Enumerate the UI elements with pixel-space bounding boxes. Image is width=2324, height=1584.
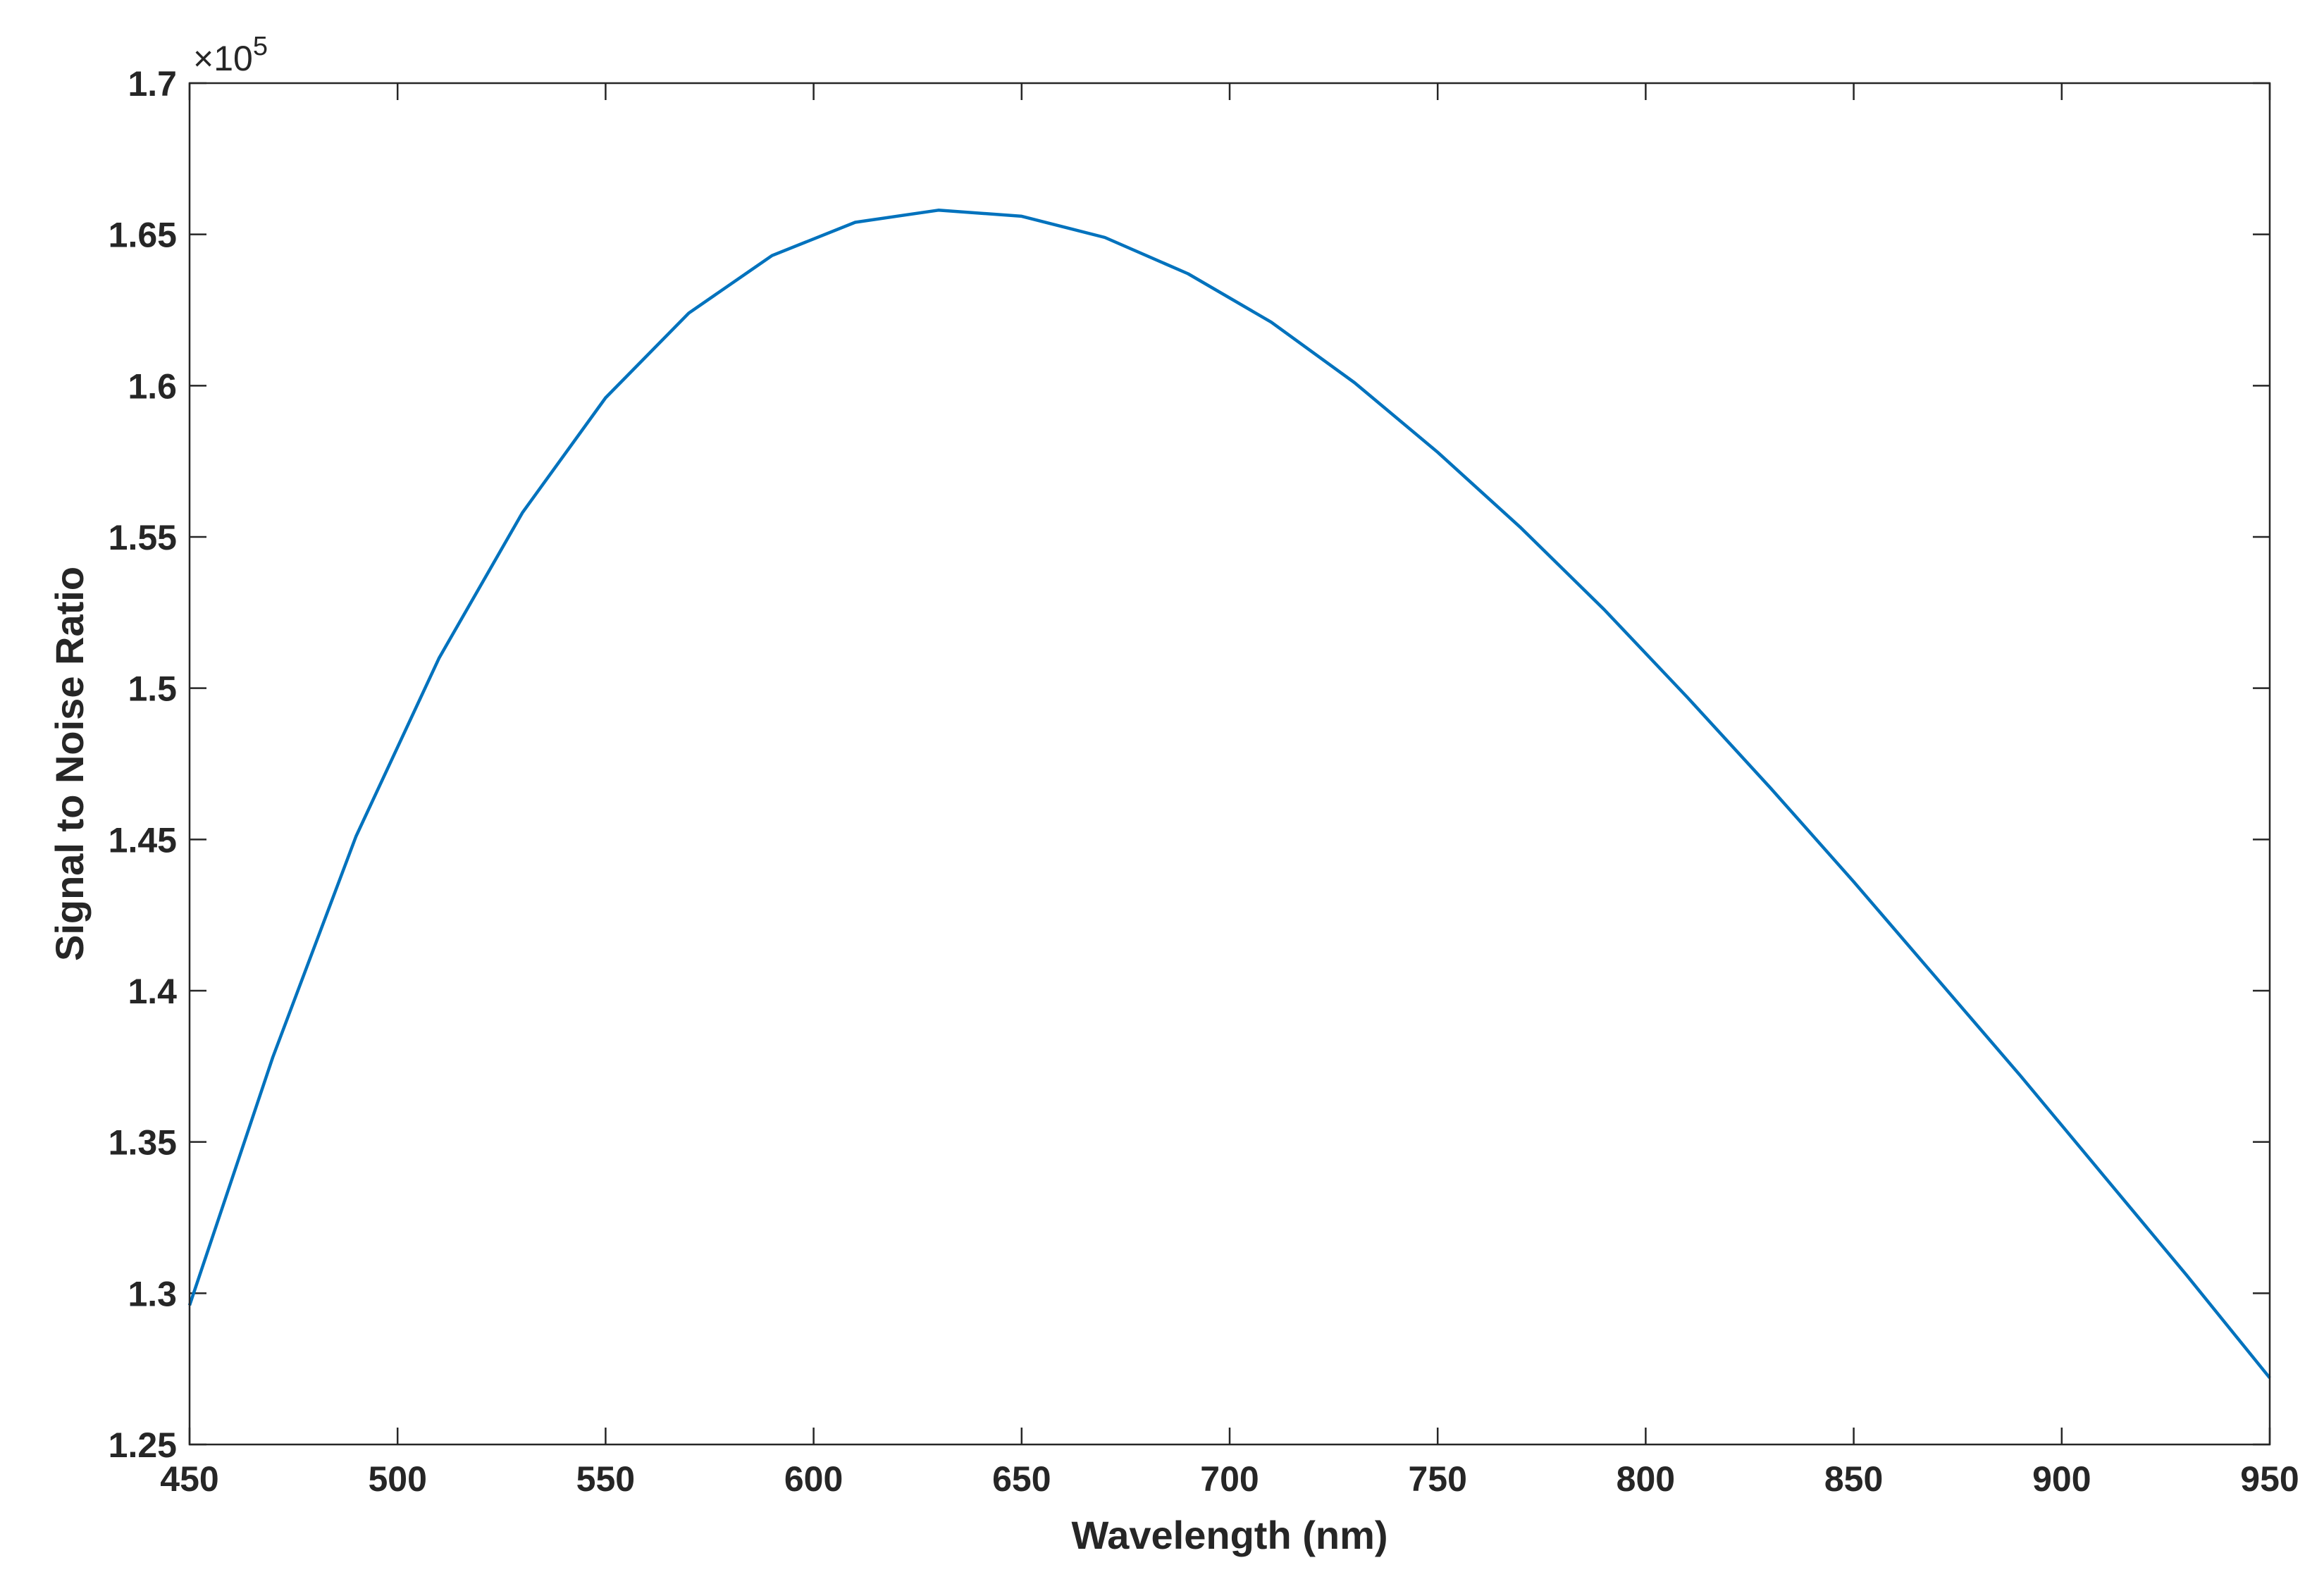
y-tick-label: 1.7 [128, 64, 177, 104]
y-tick-label: 1.6 [128, 366, 177, 406]
axes-box [188, 82, 2271, 1446]
y-tick-label: 1.25 [109, 1425, 177, 1465]
series-group [187, 209, 2271, 1379]
x-tick-label: 650 [992, 1459, 1051, 1499]
x-axis-label: Wavelength (nm) [1071, 1513, 1387, 1557]
y-tick-label: 1.55 [109, 518, 177, 557]
y-tick-label: 1.5 [128, 669, 177, 709]
y-tick-label: 1.4 [128, 972, 177, 1011]
y-axis-label: Signal to Noise Ratio [47, 567, 92, 961]
x-tick-label: 450 [160, 1459, 218, 1499]
y-tick-label: 1.35 [109, 1123, 177, 1163]
x-tick-label: 750 [1408, 1459, 1466, 1499]
y-tick-label: 1.65 [109, 216, 177, 255]
x-tick-labels: 450 500 550 600 650 700 750 800 850 900 950 [160, 1459, 2299, 1499]
x-tick-label: 550 [576, 1459, 635, 1499]
x-tick-label: 850 [1824, 1459, 1883, 1499]
x-tick-label: 600 [784, 1459, 843, 1499]
x-tick-label: 900 [2032, 1459, 2091, 1499]
y-exponent-label: ×105 [193, 32, 268, 78]
x-tick-label: 800 [1617, 1459, 1675, 1499]
x-tick-label: 700 [1200, 1459, 1259, 1499]
y-tick-label: 1.3 [128, 1274, 177, 1313]
y-tick-labels: 1.25 1.3 1.35 1.4 1.45 1.5 1.55 1.6 1.65 1.7 [109, 64, 178, 1465]
x-tick-label: 950 [2240, 1459, 2299, 1499]
y-tick-label: 1.45 [109, 820, 177, 860]
y-exponent-power: 5 [253, 32, 268, 61]
plot-area [190, 83, 2270, 1444]
x-tick-label: 500 [368, 1459, 426, 1499]
series-line [187, 209, 2271, 1379]
